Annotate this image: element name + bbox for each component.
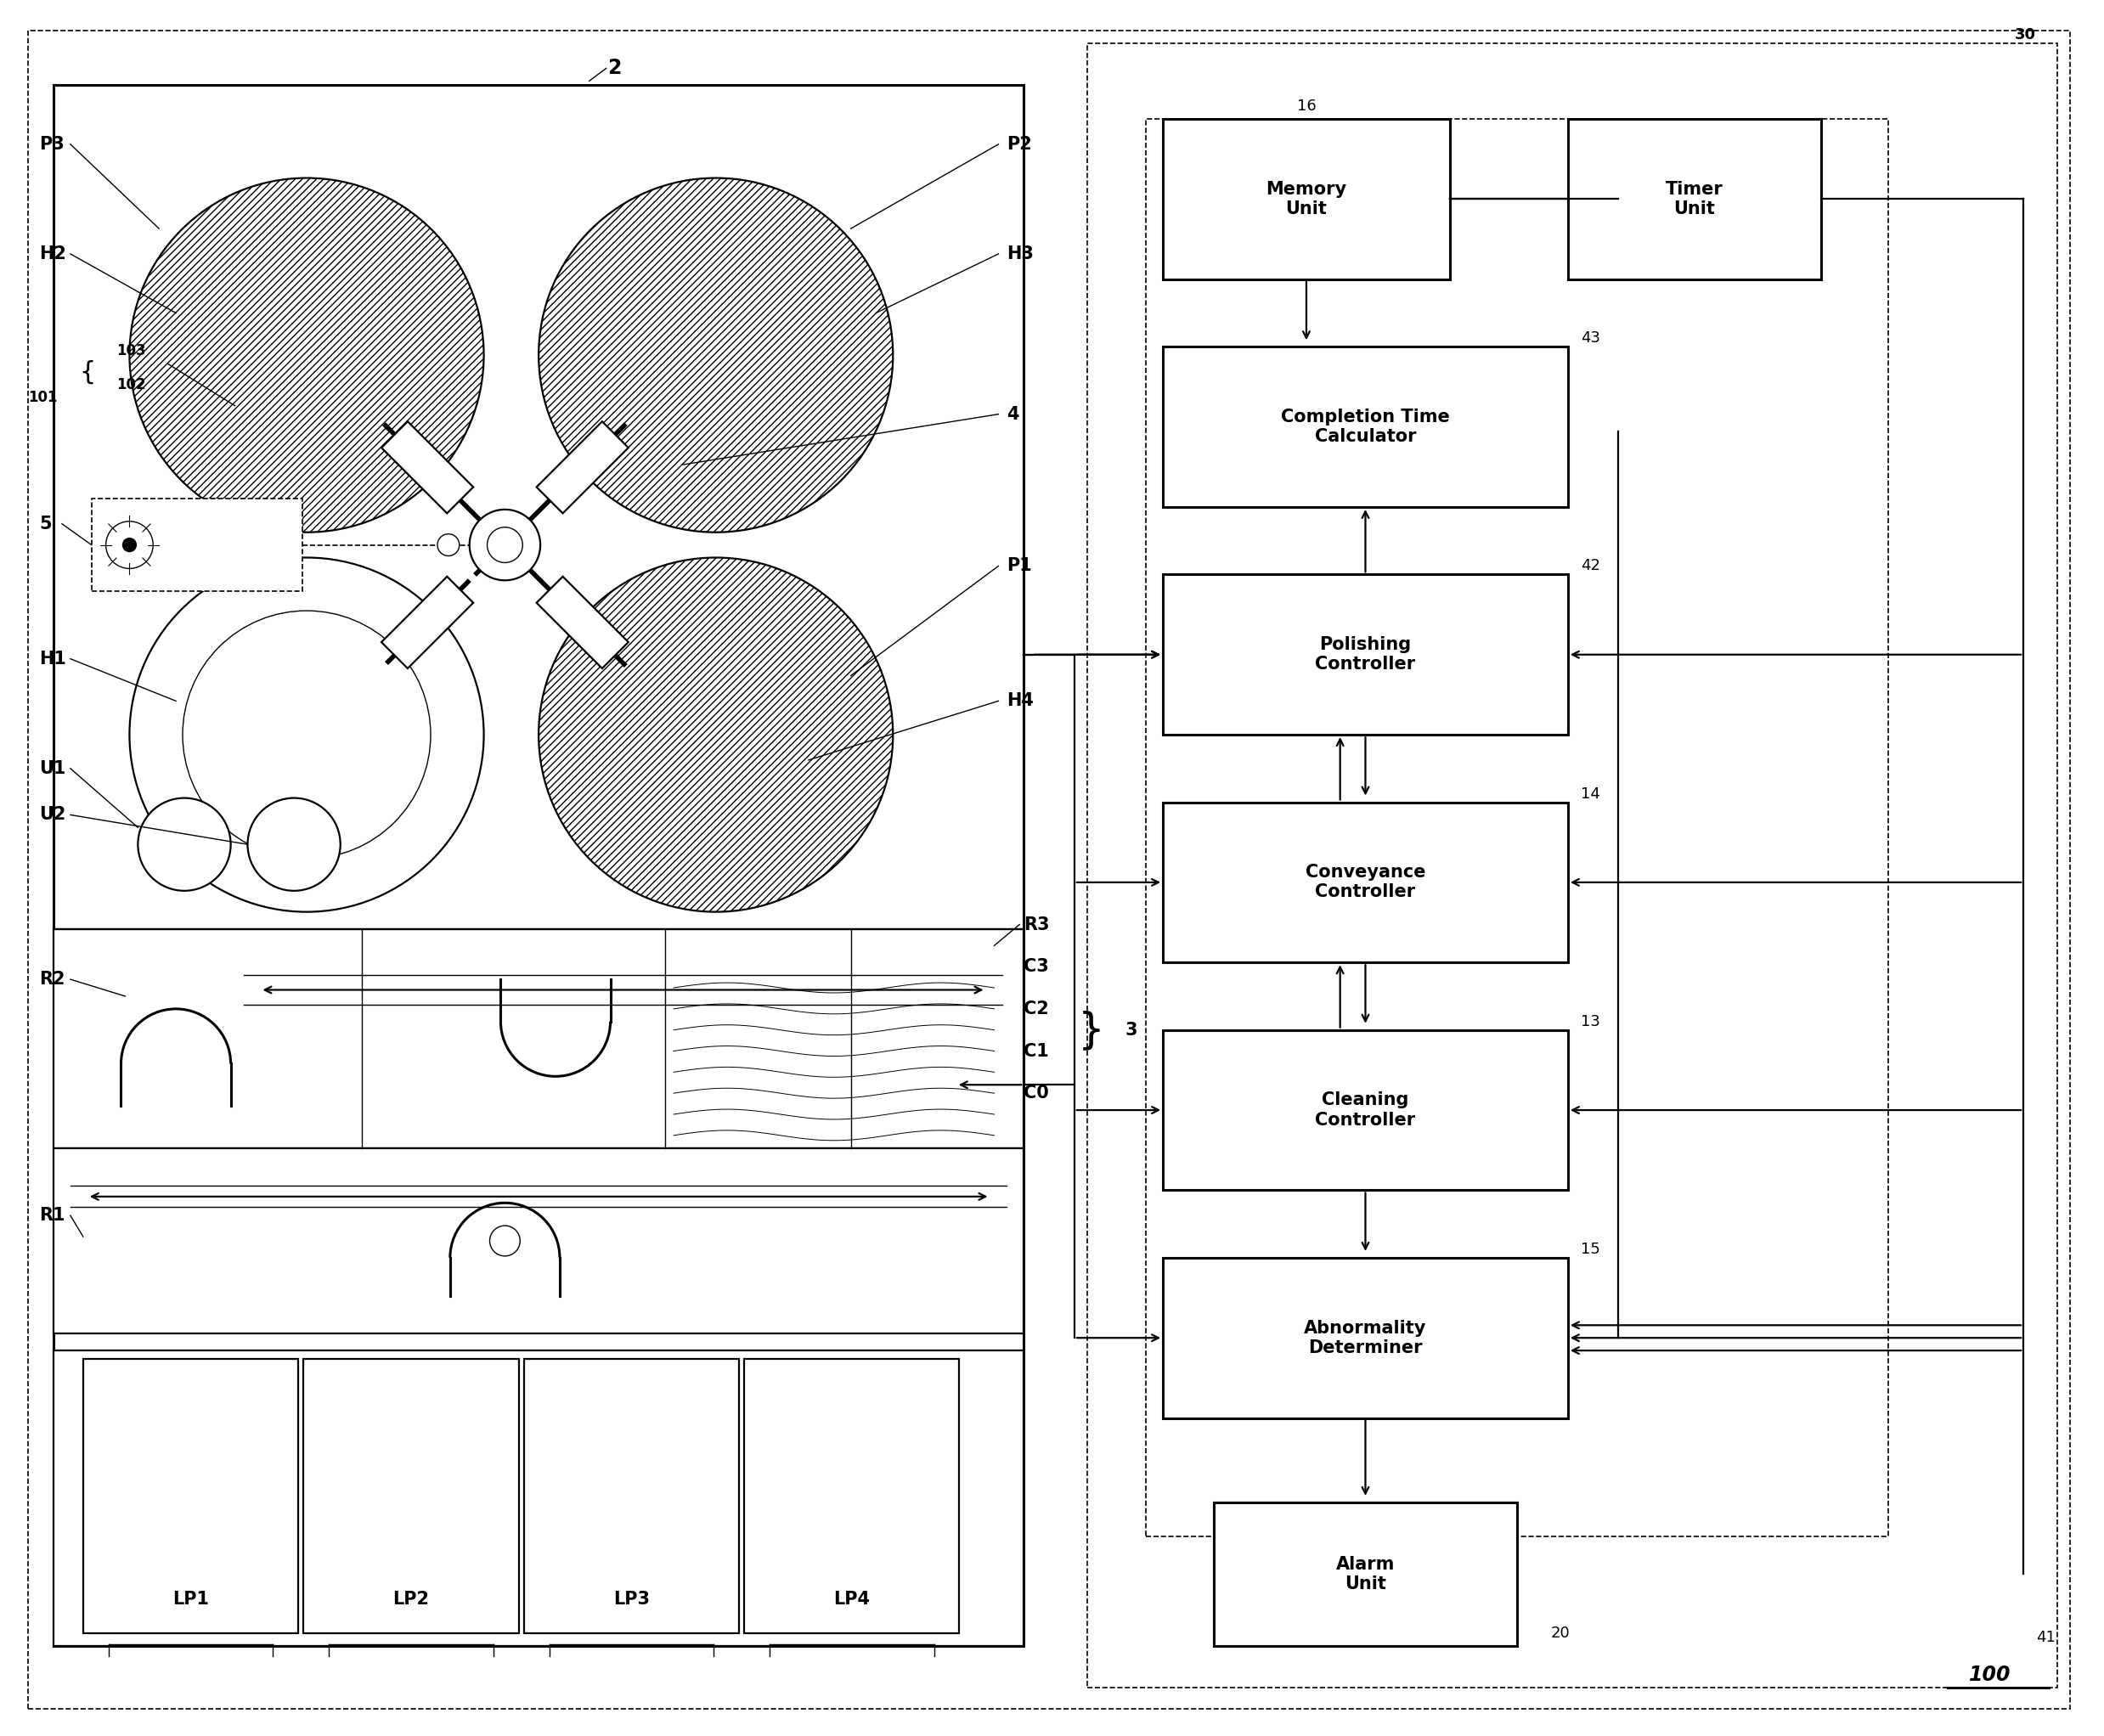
Text: H3: H3 xyxy=(1008,245,1033,262)
Text: 42: 42 xyxy=(1580,559,1599,573)
Circle shape xyxy=(490,1226,520,1257)
Text: {: { xyxy=(78,359,95,384)
Text: 30: 30 xyxy=(2016,28,2037,42)
Bar xyxy=(1567,120,1820,279)
Text: LP3: LP3 xyxy=(612,1590,650,1608)
Text: 15: 15 xyxy=(1580,1241,1599,1257)
Text: Timer
Unit: Timer Unit xyxy=(1666,181,1723,217)
Text: C0: C0 xyxy=(1025,1085,1050,1102)
Bar xyxy=(53,1351,1025,1646)
Polygon shape xyxy=(381,422,473,514)
Circle shape xyxy=(539,557,892,911)
Text: 103: 103 xyxy=(118,344,147,359)
Bar xyxy=(524,1359,739,1634)
Text: 13: 13 xyxy=(1580,1014,1599,1029)
Text: 4: 4 xyxy=(1008,406,1018,422)
Bar xyxy=(1147,120,1889,1536)
Bar xyxy=(1164,1029,1567,1191)
Bar xyxy=(53,85,1025,1646)
Polygon shape xyxy=(537,422,629,514)
Text: Completion Time
Calculator: Completion Time Calculator xyxy=(1281,408,1450,444)
Circle shape xyxy=(122,538,137,552)
Text: Abnormality
Determiner: Abnormality Determiner xyxy=(1304,1319,1427,1356)
Text: 43: 43 xyxy=(1580,330,1599,345)
Text: LP1: LP1 xyxy=(173,1590,208,1608)
Circle shape xyxy=(139,799,231,891)
Bar xyxy=(1164,575,1567,734)
Text: R1: R1 xyxy=(40,1207,65,1224)
Text: P3: P3 xyxy=(40,135,65,153)
Circle shape xyxy=(539,179,892,533)
Text: C1: C1 xyxy=(1025,1043,1050,1059)
Text: Conveyance
Controller: Conveyance Controller xyxy=(1304,865,1427,901)
Text: Alarm
Unit: Alarm Unit xyxy=(1336,1555,1395,1592)
Text: 16: 16 xyxy=(1296,99,1315,115)
Bar xyxy=(53,1147,1025,1333)
Bar xyxy=(1164,120,1450,279)
Circle shape xyxy=(488,528,522,562)
Bar xyxy=(90,498,303,592)
Circle shape xyxy=(105,521,154,569)
Circle shape xyxy=(248,799,341,891)
Text: 14: 14 xyxy=(1580,786,1599,802)
Text: H2: H2 xyxy=(40,245,67,262)
Bar xyxy=(1214,1502,1517,1646)
Circle shape xyxy=(183,611,431,859)
Polygon shape xyxy=(381,576,473,668)
Text: U2: U2 xyxy=(40,806,65,823)
Bar xyxy=(53,929,1025,1147)
Text: H4: H4 xyxy=(1008,693,1033,710)
Text: 102: 102 xyxy=(118,377,147,392)
Bar xyxy=(1164,1257,1567,1418)
Circle shape xyxy=(469,509,541,580)
Polygon shape xyxy=(537,576,629,668)
Text: C2: C2 xyxy=(1025,1000,1050,1017)
Text: H1: H1 xyxy=(40,651,67,667)
Bar xyxy=(303,1359,518,1634)
Text: Memory
Unit: Memory Unit xyxy=(1267,181,1347,217)
Text: C3: C3 xyxy=(1025,958,1050,976)
Circle shape xyxy=(130,557,484,911)
Text: LP2: LP2 xyxy=(393,1590,429,1608)
Circle shape xyxy=(130,179,484,533)
Text: Cleaning
Controller: Cleaning Controller xyxy=(1315,1092,1416,1128)
Text: 101: 101 xyxy=(27,389,57,404)
Circle shape xyxy=(438,535,459,556)
Text: 5: 5 xyxy=(40,516,53,533)
Text: Polishing
Controller: Polishing Controller xyxy=(1315,635,1416,674)
Bar xyxy=(82,1359,299,1634)
Text: 41: 41 xyxy=(2037,1630,2056,1646)
Text: U1: U1 xyxy=(40,760,65,778)
Text: 2: 2 xyxy=(608,57,621,78)
Text: 3: 3 xyxy=(1126,1021,1138,1038)
Text: P1: P1 xyxy=(1008,557,1033,575)
Text: 100: 100 xyxy=(1969,1665,2011,1686)
Text: P2: P2 xyxy=(1008,135,1033,153)
Text: 20: 20 xyxy=(1551,1625,1570,1641)
Bar xyxy=(1164,802,1567,962)
Text: R2: R2 xyxy=(40,970,65,988)
Bar xyxy=(1088,43,2058,1687)
Text: }: } xyxy=(1077,1010,1105,1050)
Text: LP4: LP4 xyxy=(833,1590,871,1608)
Bar xyxy=(1164,347,1567,507)
Bar xyxy=(745,1359,959,1634)
Text: R3: R3 xyxy=(1025,917,1050,932)
